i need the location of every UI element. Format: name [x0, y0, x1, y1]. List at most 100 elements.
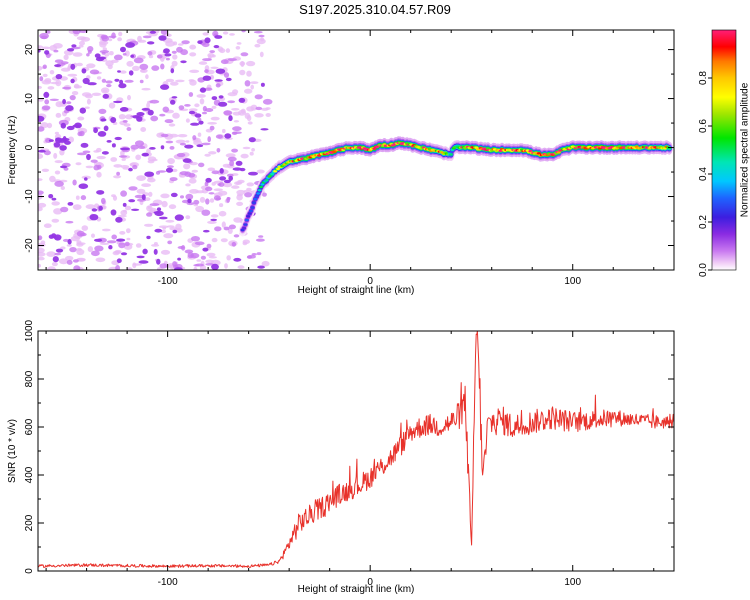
noise-speckle	[78, 44, 84, 48]
noise-speckle	[238, 97, 246, 103]
noise-speckle	[228, 115, 233, 122]
noise-speckle	[138, 260, 149, 264]
noise-speckle	[196, 144, 204, 148]
noise-speckle	[177, 257, 182, 261]
noise-speckle	[46, 122, 53, 129]
noise-speckle	[144, 223, 154, 227]
noise-speckle	[260, 128, 269, 131]
noise-speckle	[86, 98, 91, 105]
noise-speckle	[174, 267, 183, 270]
noise-speckle	[189, 44, 197, 50]
noise-speckle	[250, 104, 258, 111]
noise-speckle	[91, 92, 102, 97]
noise-speckle	[90, 159, 98, 163]
noise-speckle	[120, 190, 127, 197]
noise-speckle	[62, 86, 72, 90]
noise-speckle	[166, 165, 174, 169]
noise-speckle	[184, 104, 191, 107]
noise-speckle	[41, 105, 51, 111]
noise-speckle	[220, 238, 228, 243]
noise-speckle	[53, 234, 62, 241]
noise-speckle	[142, 35, 152, 39]
spectrogram-frame	[37, 29, 675, 271]
noise-speckle	[105, 80, 113, 84]
noise-speckle	[255, 106, 263, 111]
noise-speckle	[93, 164, 100, 171]
noise-speckle	[223, 110, 233, 116]
noise-speckle	[94, 238, 103, 242]
noise-speckle	[165, 140, 174, 144]
noise-speckle	[184, 249, 194, 254]
noise-speckle	[228, 224, 236, 230]
noise-speckle	[261, 107, 269, 111]
noise-speckle	[258, 34, 265, 38]
noise-speckle	[77, 131, 83, 137]
noise-speckle	[54, 59, 64, 63]
noise-speckle	[217, 183, 222, 186]
noise-speckle	[181, 40, 190, 45]
noise-speckle	[101, 78, 107, 83]
noise-speckle	[118, 83, 127, 89]
y-tick-label: 20	[24, 44, 35, 56]
noise-speckle	[207, 122, 218, 125]
noise-speckle	[246, 187, 252, 191]
noise-speckle	[197, 132, 202, 137]
noise-speckle	[103, 125, 109, 132]
noise-speckle	[108, 38, 113, 42]
noise-speckle	[189, 52, 197, 57]
noise-speckle	[80, 195, 87, 201]
noise-speckle	[156, 258, 161, 265]
noise-speckle	[244, 192, 253, 198]
noise-speckle	[149, 147, 156, 150]
noise-speckle	[91, 250, 100, 257]
noise-speckle	[197, 117, 202, 122]
ridge-point	[256, 192, 261, 195]
noise-speckle	[101, 228, 111, 232]
noise-speckle	[202, 247, 209, 252]
noise-speckle	[231, 185, 240, 189]
noise-speckle	[261, 192, 267, 197]
noise-speckle	[219, 168, 224, 174]
noise-speckle	[96, 76, 102, 80]
noise-speckle	[48, 234, 55, 239]
noise-speckle	[160, 229, 167, 234]
noise-speckle	[201, 209, 211, 216]
noise-speckle	[60, 122, 66, 129]
noise-speckle	[72, 179, 77, 186]
snr-x-label: Height of straight line (km)	[298, 584, 415, 595]
ridge-point	[250, 206, 255, 209]
noise-speckle	[55, 74, 63, 80]
noise-speckle	[65, 220, 74, 224]
noise-speckle	[259, 51, 264, 58]
noise-speckle	[120, 252, 128, 256]
noise-speckle	[191, 169, 198, 173]
noise-speckle	[130, 144, 139, 150]
noise-speckle	[175, 139, 186, 144]
noise-speckle	[205, 259, 215, 264]
noise-speckle	[170, 192, 178, 198]
noise-speckle	[115, 265, 120, 270]
noise-speckle	[165, 78, 175, 83]
noise-speckle	[168, 123, 176, 127]
noise-speckle	[76, 152, 87, 156]
noise-speckle	[185, 183, 191, 187]
noise-speckle	[211, 170, 220, 175]
noise-speckle	[66, 101, 72, 105]
noise-speckle	[204, 37, 211, 44]
x-tick-label: -100	[158, 577, 178, 588]
frequency-ridge	[239, 136, 673, 237]
noise-speckle	[111, 194, 116, 198]
noise-speckle	[133, 57, 144, 64]
noise-speckle	[116, 238, 126, 242]
noise-speckle	[179, 171, 189, 176]
noise-speckle	[226, 255, 231, 261]
ridge-point	[273, 170, 278, 173]
noise-speckle	[38, 153, 44, 160]
noise-speckle	[179, 142, 187, 146]
noise-speckle	[54, 64, 62, 67]
noise-speckle	[202, 58, 212, 62]
noise-speckle	[38, 247, 45, 254]
noise-speckle	[89, 214, 99, 221]
noise-speckle	[73, 265, 81, 270]
noise-speckle	[233, 217, 243, 223]
